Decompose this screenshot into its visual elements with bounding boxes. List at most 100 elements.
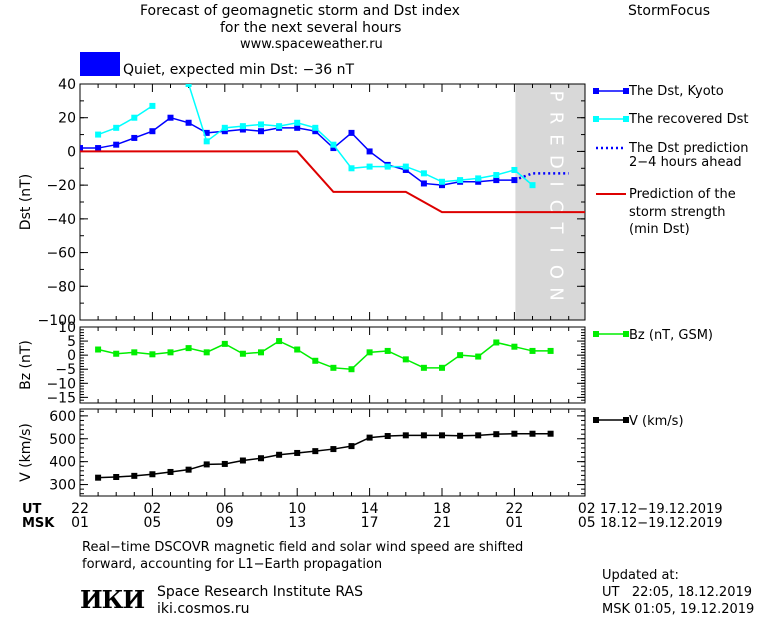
bz-point: [402, 356, 409, 363]
v-point: [276, 451, 283, 458]
chart-title-line-3[interactable]: www.spaceweather.ru: [240, 37, 383, 52]
y-tick-label: 5: [67, 334, 76, 350]
v-point: [113, 473, 120, 480]
prediction-letter: R: [546, 112, 567, 125]
legend-marker-v: [593, 417, 599, 423]
v-point: [366, 434, 373, 441]
bz-point: [258, 349, 264, 356]
legend-marker-kyoto: [593, 88, 599, 94]
chart-title-line-2: for the next several hours: [220, 20, 402, 36]
dst-recovered-point: [276, 123, 283, 130]
v-point: [258, 455, 264, 462]
legend-label-prediction: The Dst prediction: [628, 141, 749, 156]
v-point: [511, 430, 518, 437]
ut-tick-label: 22: [71, 501, 89, 517]
updated-msk: MSK 01:05, 19.12.2019: [602, 602, 755, 617]
series-group-bz: [95, 338, 554, 373]
ut-label: UT: [22, 502, 42, 517]
dst-kyoto-point: [185, 119, 192, 126]
dst-recovered-point: [439, 178, 445, 185]
dst-recovered-point: [366, 163, 373, 170]
y-tick-label: 40: [58, 77, 76, 93]
dst-kyoto-point: [330, 145, 337, 152]
legend-label-bz: Bz (nT, GSM): [629, 328, 713, 343]
ut-date-range: 17.12−19.12.2019: [600, 502, 723, 517]
dst-recovered-point: [330, 141, 337, 148]
prediction-letter: T: [546, 222, 567, 235]
bz-point: [439, 364, 445, 371]
status-color-swatch: [80, 52, 120, 76]
dst-kyoto-point: [203, 129, 210, 136]
msk-tick-label: 09: [216, 515, 234, 531]
prediction-letter: N: [546, 287, 567, 300]
legend-label-storm-3: (min Dst): [629, 222, 690, 237]
bz-point: [366, 349, 373, 356]
v-point: [221, 460, 228, 467]
v-point: [294, 449, 301, 456]
dst-recovered-point: [149, 102, 156, 109]
dst-recovered-point: [131, 114, 138, 121]
dst-kyoto-point: [221, 128, 228, 135]
ut-tick-label: 18: [433, 501, 451, 517]
bz-point: [149, 351, 156, 358]
dst-recovered-point: [348, 165, 355, 172]
dst-recovered-point: [457, 177, 464, 184]
dst-recovered-line: [97, 105, 153, 136]
dst-recovered-point: [239, 123, 246, 130]
dst-kyoto-point: [366, 148, 373, 155]
bz-point: [547, 347, 554, 354]
dst-recovered-point: [420, 170, 427, 177]
dst-recovered-point: [185, 84, 192, 87]
msk-tick-label: 05: [143, 515, 161, 531]
legend-label-recovered: The recovered Dst: [628, 112, 748, 127]
y-tick-label: −40: [46, 212, 76, 228]
v-line: [98, 432, 551, 479]
y-tick-label: −5: [55, 362, 76, 378]
v-point: [457, 432, 464, 439]
dst-recovered-point: [113, 124, 120, 131]
iki-logo: ИКИ: [80, 585, 145, 614]
legend-marker-bz: [623, 331, 629, 337]
msk-tick-label: 17: [361, 515, 379, 531]
msk-tick-label: 05: [578, 515, 596, 531]
dst-kyoto-point: [493, 177, 500, 184]
v-point: [348, 443, 355, 450]
bz-point: [312, 357, 319, 364]
y-tick-label: −15: [46, 390, 76, 406]
bz-line: [97, 340, 551, 370]
institute-name: Space Research Institute RAS: [157, 584, 363, 600]
bz-point: [511, 343, 518, 350]
dst-prediction-line: [513, 172, 569, 182]
v-point: [330, 446, 337, 453]
y-tick-label: −80: [46, 279, 76, 295]
y-axis-label-v: V (km/s): [18, 423, 34, 482]
dst-kyoto-point: [420, 180, 427, 187]
dst-kyoto-point: [131, 134, 138, 141]
prediction-letter: O: [546, 265, 567, 279]
ut-tick-label: 14: [361, 501, 379, 517]
institute-site-link[interactable]: iki.cosmos.ru: [157, 601, 250, 617]
dst-recovered-point: [384, 163, 391, 170]
bz-point: [95, 346, 102, 353]
dst-recovered-point: [312, 124, 319, 131]
msk-tick-label: 01: [505, 515, 523, 531]
v-point: [439, 432, 445, 439]
ut-tick-label: 02: [578, 501, 596, 517]
panel-frame-v: [79, 408, 586, 497]
bz-point: [348, 366, 355, 373]
bz-point: [276, 338, 283, 345]
y-tick-label: −20: [46, 178, 76, 194]
bz-point: [457, 352, 464, 359]
dst-kyoto-point: [80, 145, 83, 152]
prediction-letter: C: [546, 200, 567, 213]
bz-point: [384, 347, 391, 354]
v-point: [95, 474, 102, 481]
dst-recovered-point: [402, 163, 409, 170]
y-tick-label: 300: [49, 478, 76, 494]
dst-kyoto-point: [167, 114, 174, 121]
legend-label-prediction-2: 2−4 hours ahead: [629, 155, 742, 170]
dst-recovered-point: [529, 182, 536, 189]
prediction-letter: I: [546, 181, 567, 186]
bz-point: [294, 346, 301, 353]
